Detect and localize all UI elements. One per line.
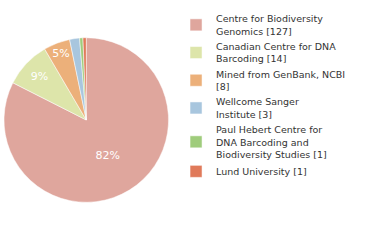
svg-text:Lund University [1]: Lund University [1] bbox=[216, 166, 307, 177]
svg-text:82%: 82% bbox=[96, 149, 120, 162]
svg-text:9%: 9% bbox=[31, 70, 48, 83]
svg-text:Mined from GenBank, NCBI[8]: Mined from GenBank, NCBI[8] bbox=[216, 69, 345, 92]
svg-text:Canadian Centre for DNABarcodi: Canadian Centre for DNABarcoding [14] bbox=[216, 41, 336, 64]
svg-text:Wellcome SangerInstitute [3]: Wellcome SangerInstitute [3] bbox=[216, 96, 299, 119]
svg-text:5%: 5% bbox=[52, 47, 69, 60]
svg-text:Centre for BiodiversityGenomic: Centre for BiodiversityGenomics [127] bbox=[216, 13, 323, 36]
svg-text:Paul Hebert Centre forDNA Barc: Paul Hebert Centre forDNA Barcoding andB… bbox=[216, 124, 327, 160]
